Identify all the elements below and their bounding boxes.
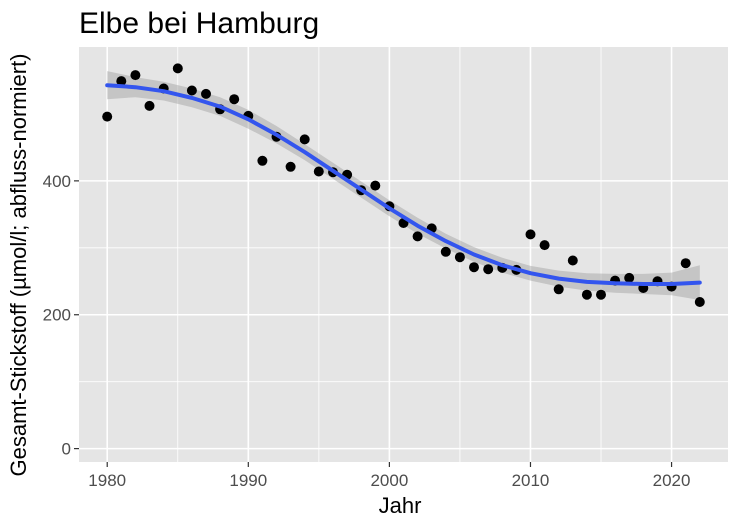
data-point (553, 284, 564, 295)
data-point (454, 252, 465, 263)
data-point (440, 246, 451, 257)
data-points (102, 63, 705, 307)
data-point (186, 85, 197, 96)
chart-title: Elbe bei Hamburg (79, 7, 319, 40)
data-point (313, 166, 324, 177)
x-tick-label: 1990 (229, 471, 267, 490)
data-point (229, 94, 240, 105)
data-point (680, 258, 691, 269)
x-tick-label: 1980 (88, 471, 126, 490)
data-point (539, 240, 550, 251)
x-axis-title: Jahr (379, 493, 422, 518)
grid-major (79, 47, 728, 462)
confidence-ribbon (107, 71, 700, 300)
data-point (412, 231, 423, 242)
data-point (144, 100, 155, 111)
plot-panel (79, 47, 728, 462)
data-point (567, 255, 578, 266)
data-point (483, 264, 494, 275)
data-point (525, 229, 536, 240)
data-point (257, 155, 268, 166)
data-point (694, 297, 705, 307)
data-point (172, 63, 183, 74)
data-point (596, 289, 606, 300)
x-tick-label: 2010 (512, 471, 550, 490)
data-point (624, 272, 635, 283)
data-point (130, 70, 141, 81)
data-point (116, 76, 127, 87)
y-tick-label: 200 (43, 306, 71, 325)
data-point (370, 180, 381, 191)
data-point (469, 262, 479, 273)
x-tick-label: 2020 (653, 471, 691, 490)
x-axis: 1980 1990 2000 2010 2020 (88, 462, 690, 490)
data-point (102, 111, 113, 122)
data-point (201, 88, 211, 99)
y-tick-label: 400 (43, 172, 71, 191)
data-point (299, 134, 310, 145)
y-tick-label: 0 (62, 440, 71, 459)
smooth-trend-line (105, 83, 702, 286)
data-point (285, 161, 296, 172)
y-axis-title: Gesamt-Stickstoff (µmol/l; abfluss-normi… (6, 53, 31, 476)
data-point (581, 289, 592, 300)
y-axis: 0 200 400 (43, 172, 79, 459)
x-tick-label: 2000 (370, 471, 408, 490)
